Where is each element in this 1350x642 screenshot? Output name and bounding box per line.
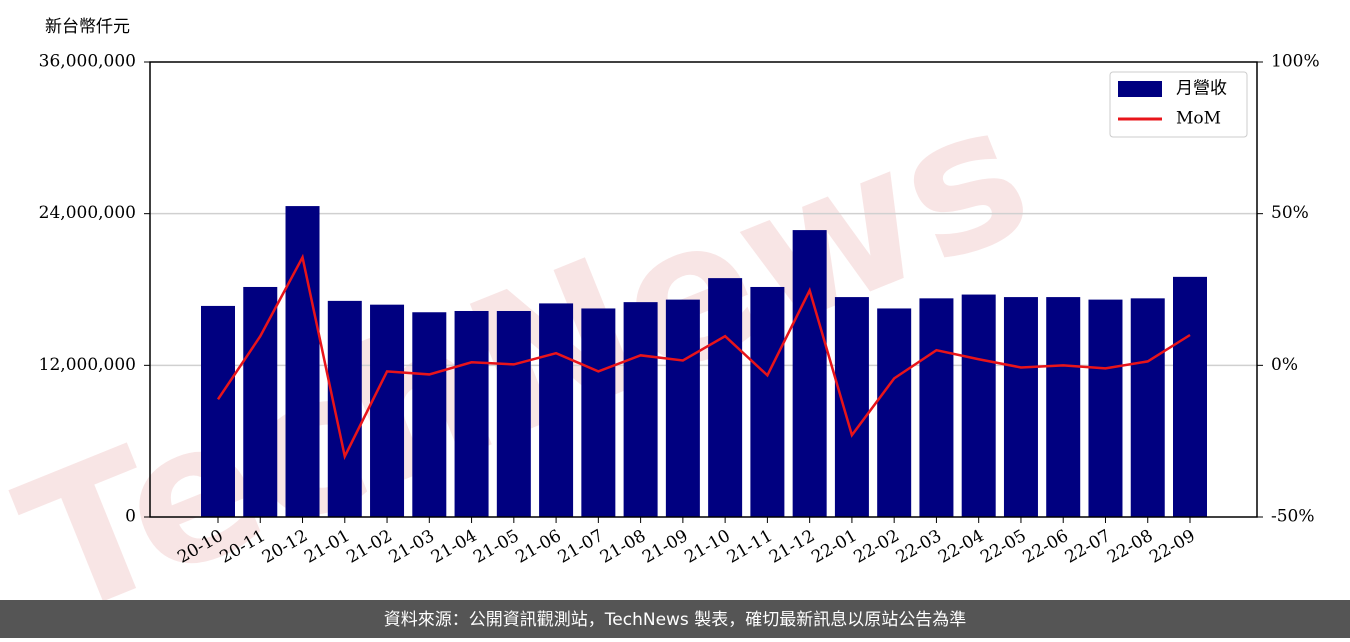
bar bbox=[412, 312, 447, 517]
y-tick-label: 24,000,000 bbox=[39, 203, 136, 223]
bar bbox=[496, 310, 531, 517]
x-tick-label: 21-07 bbox=[555, 526, 607, 568]
x-tick-label: 21-06 bbox=[512, 526, 564, 568]
x-tick-label: 22-05 bbox=[977, 526, 1029, 568]
y-tick-label: 12,000,000 bbox=[39, 355, 136, 375]
bar bbox=[792, 230, 827, 517]
bar bbox=[665, 299, 700, 517]
x-tick-label: 21-05 bbox=[470, 526, 522, 568]
x-tick-label: 22-03 bbox=[893, 526, 945, 568]
bar bbox=[919, 298, 954, 517]
bar bbox=[708, 278, 743, 517]
mom-line bbox=[216, 253, 1191, 461]
x-tick-label: 22-08 bbox=[1104, 526, 1156, 568]
x-tick-label: 22-06 bbox=[1020, 526, 1072, 568]
bar bbox=[750, 286, 785, 517]
bar bbox=[327, 300, 362, 517]
x-tick-label: 21-12 bbox=[766, 526, 818, 568]
footer: 資料來源：公開資訊觀測站，TechNews 製表，確切最新訊息以原站公告為準 bbox=[384, 610, 966, 630]
bar bbox=[581, 308, 616, 517]
bar bbox=[539, 303, 574, 517]
x-tick-label: 22-04 bbox=[935, 526, 987, 568]
bar bbox=[285, 206, 320, 518]
bar bbox=[834, 297, 869, 517]
y2-tick-label: 50% bbox=[1271, 203, 1309, 223]
y2-tick-label: 100% bbox=[1271, 52, 1320, 72]
bar bbox=[1130, 298, 1165, 517]
bar bbox=[623, 302, 658, 517]
legend-label: MoM bbox=[1176, 109, 1221, 129]
legend-swatch bbox=[1118, 81, 1162, 97]
y2-tick-label: -50% bbox=[1271, 507, 1315, 527]
bar bbox=[1003, 297, 1038, 517]
bar bbox=[961, 294, 996, 517]
x-tick-label: 21-09 bbox=[639, 526, 691, 568]
x-tick-label: 21-04 bbox=[428, 526, 480, 568]
bar bbox=[454, 310, 489, 517]
x-tick-label: 22-01 bbox=[808, 526, 860, 568]
x-tick-label: 21-08 bbox=[597, 526, 649, 568]
unit-label: 新台幣仟元 bbox=[45, 17, 130, 37]
y2-tick-label: 0% bbox=[1271, 355, 1298, 375]
bar bbox=[1046, 297, 1081, 517]
x-tick-label: 22-09 bbox=[1146, 526, 1198, 568]
bar bbox=[201, 305, 235, 517]
y-tick-label: 36,000,000 bbox=[39, 52, 136, 72]
legend-label: 月營收 bbox=[1176, 79, 1227, 99]
x-tick-label: 22-02 bbox=[850, 526, 902, 568]
x-tick-label: 21-11 bbox=[724, 526, 776, 568]
plot-frame bbox=[149, 61, 1258, 518]
bar bbox=[1173, 276, 1207, 517]
footer-bar bbox=[0, 600, 1350, 638]
bar bbox=[370, 304, 405, 517]
y-tick-label: 0 bbox=[125, 507, 136, 527]
bar bbox=[877, 308, 912, 517]
bar bbox=[243, 286, 278, 517]
x-tick-label: 21-10 bbox=[681, 526, 733, 568]
bar bbox=[1088, 299, 1123, 517]
x-tick-label: 22-07 bbox=[1062, 526, 1114, 568]
